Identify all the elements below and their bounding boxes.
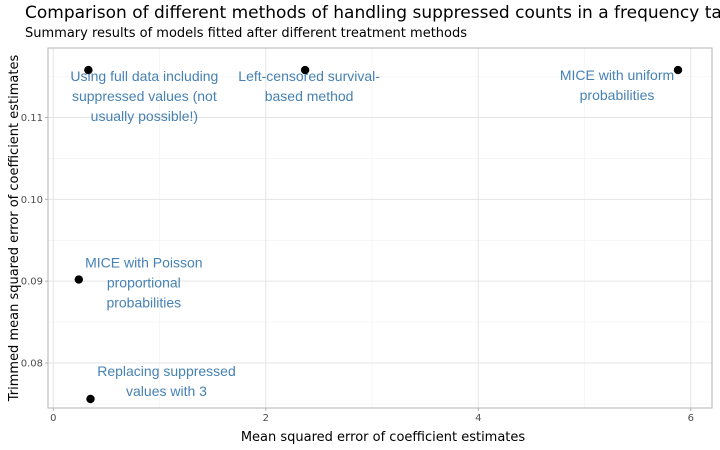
grid-minor — [48, 48, 712, 408]
y-tick-label: 0.09 — [21, 277, 43, 288]
data-points — [74, 65, 683, 404]
point-label-line: MICE with Poisson — [85, 255, 202, 271]
y-tick-label: 0.11 — [21, 113, 43, 124]
point-label-line: based method — [265, 88, 354, 104]
x-tick-label: 2 — [263, 413, 269, 424]
x-tick-label: 6 — [688, 413, 694, 424]
y-axis-ticks: 0.08 0.09 0.10 0.11 — [21, 113, 48, 370]
point-label-line: proportional — [107, 275, 181, 291]
point-label-line: Left-censored survival- — [238, 68, 380, 84]
point-labels: Using full data including suppressed valu… — [70, 67, 674, 399]
point-label-line: values with 3 — [126, 383, 207, 399]
x-axis-ticks: 0 2 4 6 — [50, 408, 694, 424]
data-point — [300, 65, 310, 75]
y-tick-label: 0.10 — [21, 195, 43, 206]
x-tick-label: 0 — [50, 413, 56, 424]
plot-border — [47, 47, 713, 409]
plot-background — [48, 48, 712, 408]
chart-title: Comparison of different methods of handl… — [25, 3, 720, 23]
point-label-line: probabilities — [106, 295, 181, 311]
x-tick-label: 4 — [475, 413, 481, 424]
point-label-line: probabilities — [580, 87, 655, 103]
point-label-line: Using full data including — [70, 68, 218, 84]
x-axis-title: Mean squared error of coefficient estima… — [241, 430, 526, 445]
data-point — [673, 65, 683, 75]
data-point — [86, 394, 95, 404]
point-label-line: Replacing suppressed — [97, 363, 236, 379]
y-axis-title: Trimmed mean squared error of coefficien… — [7, 55, 22, 403]
point-label-line: MICE with uniform — [560, 67, 674, 83]
y-tick-label: 0.08 — [21, 359, 43, 370]
grid-major — [48, 48, 712, 408]
point-label-line: usually possible!) — [91, 108, 198, 124]
data-point — [74, 275, 84, 284]
data-point — [84, 65, 93, 75]
point-label-line: suppressed values (not — [72, 88, 217, 104]
chart-subtitle: Summary results of models fitted after d… — [25, 26, 468, 41]
